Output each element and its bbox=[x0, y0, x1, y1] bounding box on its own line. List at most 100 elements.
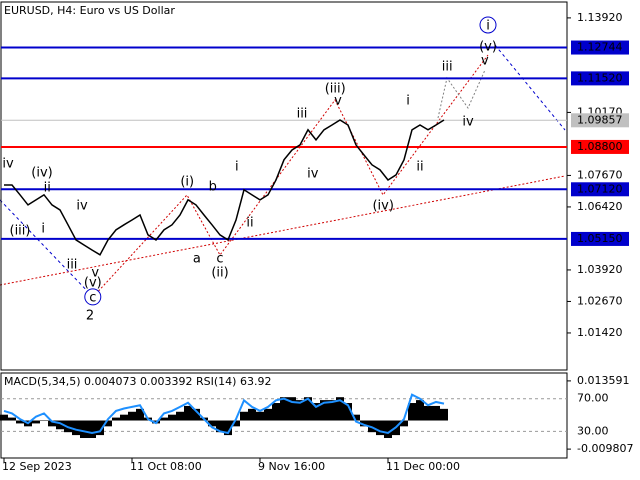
level-box bbox=[571, 71, 629, 86]
y-tick-label: 1.03920 bbox=[577, 263, 623, 276]
macd-bar bbox=[344, 403, 352, 421]
level-box bbox=[571, 40, 629, 55]
wave-label: ii bbox=[416, 159, 423, 174]
macd-bar bbox=[416, 400, 424, 421]
wave-label: (iii) bbox=[325, 81, 346, 96]
macd-bar bbox=[272, 403, 280, 421]
macd-bar bbox=[248, 408, 256, 421]
level-label: 1.05150 bbox=[577, 232, 623, 245]
x-tick-label: 11 Oct 08:00 bbox=[130, 460, 202, 473]
macd-bar bbox=[192, 408, 200, 421]
wave-label: iv bbox=[462, 114, 474, 129]
wave-label: a bbox=[193, 251, 201, 266]
wave-label: (v) bbox=[479, 39, 497, 54]
macd-bar bbox=[72, 420, 80, 436]
macd-bar bbox=[320, 400, 328, 421]
rsi-line bbox=[3, 393, 445, 435]
wave-lines bbox=[0, 44, 566, 298]
wave-circle bbox=[479, 16, 497, 34]
macd-bar bbox=[240, 411, 248, 421]
level-box bbox=[571, 113, 629, 128]
macd-bar bbox=[304, 397, 312, 421]
wave-label: iii bbox=[67, 257, 78, 272]
wave-label: c bbox=[89, 290, 96, 305]
macd-bar bbox=[56, 420, 64, 430]
y-tick-label: 1.07670 bbox=[577, 168, 623, 181]
macd-bar bbox=[32, 420, 40, 424]
level-label: 1.12744 bbox=[577, 41, 623, 54]
wave-label: iv bbox=[307, 166, 319, 181]
wave-label: i bbox=[41, 221, 45, 236]
macd-bar bbox=[136, 408, 144, 421]
macd-bar bbox=[208, 420, 216, 427]
level-box bbox=[571, 139, 629, 154]
macd-bar bbox=[384, 420, 392, 439]
macd-bar bbox=[0, 414, 8, 421]
wave-line bbox=[494, 44, 566, 131]
macd-bar bbox=[280, 397, 288, 421]
y-tick-label: 1.06420 bbox=[577, 200, 623, 213]
wave-label: (iv) bbox=[31, 165, 52, 180]
macd-bar bbox=[48, 420, 56, 427]
macd-bar bbox=[440, 408, 448, 421]
x-tick-label: 12 Sep 2023 bbox=[2, 460, 72, 473]
macd-bar bbox=[128, 411, 136, 421]
macd-bar bbox=[232, 420, 240, 427]
macd-bar bbox=[120, 414, 128, 421]
macd-bar bbox=[176, 411, 184, 421]
wave-label: (i) bbox=[180, 174, 194, 189]
wave-label: (v) bbox=[84, 276, 102, 291]
macd-bar bbox=[80, 420, 88, 439]
macd-bar bbox=[288, 397, 296, 421]
macd-bar bbox=[160, 417, 168, 421]
macd-bar bbox=[360, 420, 368, 427]
wave-label: iii bbox=[442, 59, 453, 74]
wave-line bbox=[0, 199, 94, 298]
macd-bar bbox=[312, 403, 320, 421]
wave-circle bbox=[84, 288, 102, 306]
wave-label: b bbox=[209, 180, 217, 195]
wave-label: i bbox=[406, 93, 410, 108]
macd-bar bbox=[16, 420, 24, 424]
macd-bar bbox=[400, 420, 408, 427]
macd-bar bbox=[432, 405, 440, 421]
wave-label: (iii) bbox=[10, 223, 31, 238]
y-tick-label: 1.13920 bbox=[577, 11, 623, 24]
price-line bbox=[4, 119, 445, 256]
wave-label: (ii) bbox=[211, 265, 228, 280]
wave-label: c bbox=[216, 251, 223, 266]
macd-bar bbox=[264, 408, 272, 421]
macd-bar bbox=[184, 405, 192, 421]
y-tick-label: 0.013591 bbox=[577, 374, 630, 387]
wave-label: (iv) bbox=[372, 198, 393, 213]
wave-label: iii bbox=[297, 106, 308, 121]
x-tick-label: 11 Dec 00:00 bbox=[386, 460, 460, 473]
wave-label: v bbox=[481, 53, 489, 68]
macd-bar bbox=[296, 400, 304, 421]
macd-bar bbox=[104, 420, 112, 427]
level-label: 1.09857 bbox=[577, 113, 623, 126]
wave-label: i bbox=[486, 18, 490, 33]
macd-bar bbox=[424, 405, 432, 421]
level-box bbox=[571, 231, 629, 246]
macd-bar bbox=[8, 417, 16, 421]
wave-line bbox=[437, 69, 486, 119]
macd-bar bbox=[96, 420, 104, 436]
x-tick-label: 9 Nov 16:00 bbox=[258, 460, 325, 473]
wave-label: v bbox=[334, 93, 342, 108]
macd-bar bbox=[376, 420, 384, 436]
wave-label: iv bbox=[76, 198, 88, 213]
main-frame bbox=[0, 1, 568, 371]
wave-label: iv bbox=[2, 156, 14, 171]
wave-label: ii bbox=[246, 216, 253, 231]
y2-tick-label: 30.00 bbox=[577, 424, 609, 437]
macd-bar bbox=[256, 411, 264, 421]
wave-label: i bbox=[235, 159, 239, 174]
y-tick-label: -0.009807 bbox=[577, 442, 633, 455]
level-label: 1.08800 bbox=[577, 140, 623, 153]
macd-bar bbox=[352, 414, 360, 421]
chart-title: EURUSD, H4: Euro vs US Dollar bbox=[4, 4, 175, 17]
macd-bar bbox=[88, 420, 96, 439]
macd-bar bbox=[408, 403, 416, 421]
